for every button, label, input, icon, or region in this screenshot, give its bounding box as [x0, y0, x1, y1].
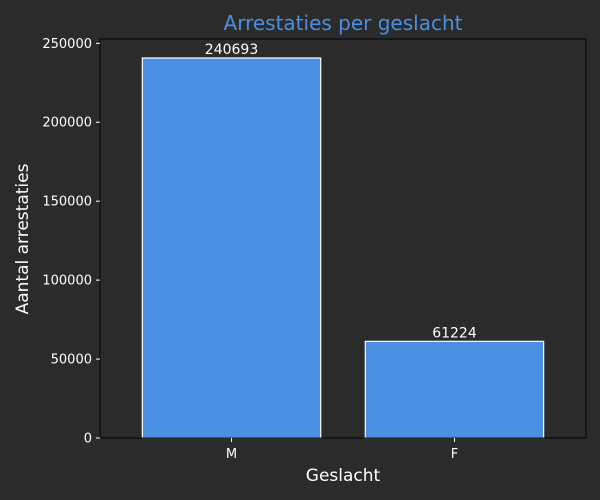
bar-f [364, 340, 545, 439]
plot-area: 240693 61224 0 50000 100000 150000 200000 25000… [42, 37, 587, 462]
data-label-f: 61224 [432, 325, 477, 341]
y-tick-label: 50000 [51, 353, 92, 368]
y-tick-label: 100000 [42, 274, 92, 289]
data-label-m: 240693 [205, 42, 258, 58]
y-tick-label: 150000 [42, 195, 92, 210]
x-tick-label-f: F [451, 447, 458, 462]
x-axis-label: Geslacht [306, 466, 381, 486]
chart-title: Arrestaties per geslacht [224, 11, 463, 35]
plot-frame [99, 38, 587, 439]
y-axis-label: Aantal arrestaties [13, 163, 33, 314]
y-tick-label: 250000 [42, 37, 92, 52]
bar-m [141, 57, 322, 439]
y-tick-label: 0 [84, 432, 92, 447]
x-tick-label-m: M [226, 447, 237, 462]
y-tick-label: 200000 [42, 116, 92, 131]
